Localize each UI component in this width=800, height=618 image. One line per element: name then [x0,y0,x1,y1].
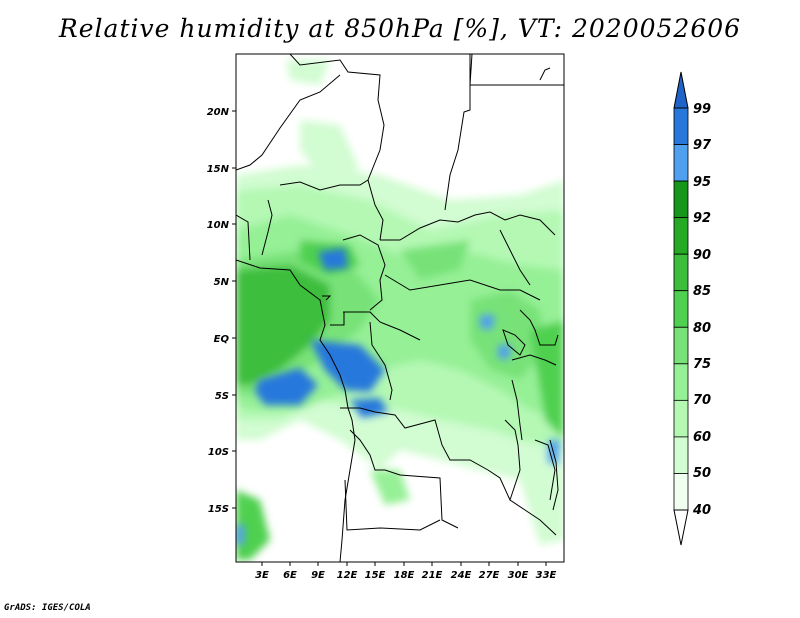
x-tick-label: 9E [311,570,325,581]
y-tick-label: 10N [207,220,230,231]
colorbar-swatch [673,399,689,438]
axis-ticks [232,110,547,566]
colorbar-label: 92 [693,211,711,226]
colorbar-bottom-arrow [673,509,689,546]
colorbar-label: 70 [693,393,711,408]
y-tick-label: 10S [208,447,229,458]
colorbar-swatch [673,290,689,328]
colorbar: 99 97 95 92 90 85 80 75 70 60 50 40 [673,71,712,546]
y-tick-label: 15N [207,164,230,175]
colorbar-swatch [673,473,689,511]
colorbar-label: 60 [693,430,711,445]
colorbar-swatch [673,253,689,292]
colorbar-swatch [673,180,689,219]
y-tick-label: 5N [214,277,230,288]
x-tick-label: 3E [255,570,269,581]
colorbar-swatch [673,107,689,145]
x-tick-label: 15E [365,570,386,581]
y-axis-labels: 20N 15N 10N 5N EQ 5S 10S 15S [207,107,230,515]
colorbar-label: 99 [693,102,711,117]
x-tick-label: 27E [479,570,500,581]
colorbar-swatches [673,107,689,511]
x-tick-label: 18E [394,570,415,581]
colorbar-label: 75 [693,357,711,372]
colorbar-swatch [673,436,689,474]
x-tick-label: 24E [451,570,472,581]
colorbar-label: 90 [693,248,711,263]
humidity-field [236,54,564,562]
y-tick-label: EQ [214,334,230,345]
colorbar-swatch [673,363,689,401]
x-tick-label: 6E [283,570,297,581]
colorbar-label: 50 [693,466,711,481]
colorbar-swatch [673,144,689,182]
colorbar-label: 97 [693,138,712,153]
map-title: Relative humidity at 850hPa [%], VT: 202… [58,14,742,43]
x-tick-label: 30E [508,570,529,581]
map-frame [235,53,565,563]
colorbar-label: 85 [693,284,711,299]
y-tick-label: 20N [207,107,230,118]
coastlines-lakes [236,259,559,562]
x-tick-label: 21E [422,570,443,581]
colorbar-label: 80 [693,321,711,336]
country-borders [236,54,564,536]
colorbar-top-arrow [673,71,689,109]
colorbar-label: 40 [692,503,711,518]
x-tick-label: 12E [337,570,358,581]
credit-text: GrADS: IGES/COLA [4,603,91,613]
colorbar-labels: 99 97 95 92 90 85 80 75 70 60 50 40 [692,102,712,518]
y-tick-label: 5S [215,391,229,402]
x-axis-labels: 3E 6E 9E 12E 15E 18E 21E 24E 27E 30E 33E [255,570,556,581]
x-tick-label: 33E [536,570,557,581]
colorbar-swatch [673,326,689,365]
colorbar-swatch [673,217,689,255]
y-tick-label: 15S [208,504,229,515]
colorbar-label: 95 [693,175,711,190]
